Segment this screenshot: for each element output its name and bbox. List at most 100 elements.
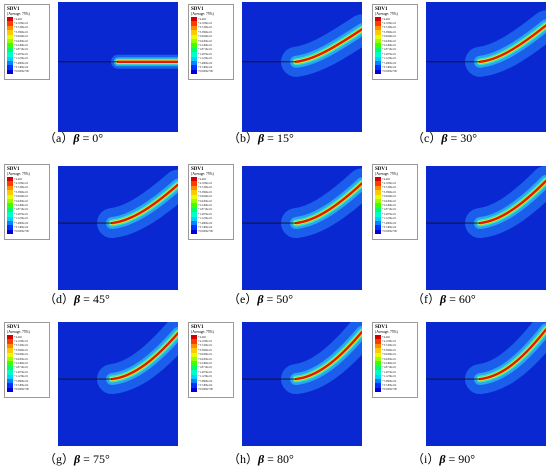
legend-entry: +4.1180e-01 <box>7 181 49 186</box>
panel-label: （g） <box>44 452 75 466</box>
legend-entry: +4.492 <box>191 17 233 22</box>
angle-value: = 30° <box>447 131 478 145</box>
legend-entry: +1.8710e-01 <box>375 207 417 213</box>
legend-value: +2.2460e-01 <box>198 204 213 208</box>
legend-entry: +1.8710e-01 <box>375 47 417 53</box>
contour-plot <box>242 166 362 290</box>
angle-value: = 15° <box>264 131 294 145</box>
legend-entry: +1.1230e-01 <box>191 374 233 379</box>
legend-value: +7.4800e-02 <box>14 221 29 225</box>
legend-title: SDV1 <box>7 167 20 172</box>
legend-value: +3.7430e-01 <box>14 186 29 190</box>
legend-entry: +1.1230e-01 <box>191 56 233 61</box>
crack-core <box>294 330 362 381</box>
legend-swatch <box>191 52 197 57</box>
legend-swatch <box>191 190 197 195</box>
legend-swatch <box>375 225 381 230</box>
legend-value: +1.8710e-01 <box>382 48 397 52</box>
legend-value: +4.1180e-01 <box>198 22 213 26</box>
angle-symbol: β <box>439 452 446 466</box>
angle-symbol: β <box>440 292 447 306</box>
legend-swatch <box>375 198 381 204</box>
legend-entry: +2.2460e-01 <box>7 361 49 366</box>
legend-entry: +3.7430e-01 <box>375 25 417 31</box>
legend-entry: +7.4800e-02 <box>191 220 233 226</box>
legend-entry: +4.1180e-01 <box>375 21 417 26</box>
legend-entry: +2.6200e-01 <box>375 356 417 362</box>
legend-entry: +4.1180e-01 <box>191 21 233 26</box>
legend-value: +2.2460e-01 <box>198 44 213 48</box>
legend-entry: +2.6200e-01 <box>191 38 233 44</box>
legend-swatch <box>375 25 381 31</box>
legend-entry: +3.7400e-02 <box>7 65 49 70</box>
legend-swatch <box>375 348 381 353</box>
legend-swatch <box>191 207 197 213</box>
legend-entry: +1.4970e-01 <box>7 52 49 57</box>
legend-swatch <box>7 220 13 226</box>
legend-entry: +3.3690e-01 <box>375 190 417 195</box>
legend-subtitle: (Average: 75%) <box>375 172 398 176</box>
legend-swatch <box>191 21 197 26</box>
legend-value: +2.6200e-01 <box>14 357 29 361</box>
legend-value: +4.492 <box>14 177 22 181</box>
legend-value: +0.0000e+00 <box>198 388 213 392</box>
legend-value: +3.7400e-02 <box>382 383 397 387</box>
legend-value: +1.8710e-01 <box>198 208 213 212</box>
legend-value: +2.9940e-01 <box>382 195 397 199</box>
legend-value: +2.2460e-01 <box>382 204 397 208</box>
contour-legend: SDV1 (Average: 75%) +4.492 +4.1180e-01 +3.74… <box>372 164 418 240</box>
legend-title: SDV1 <box>375 167 388 172</box>
legend-value: +2.9940e-01 <box>14 35 29 39</box>
legend-entry: +1.8710e-01 <box>7 207 49 213</box>
legend-swatch <box>191 361 197 366</box>
panel-label: （h） <box>228 452 259 466</box>
legend-entry: +2.6200e-01 <box>375 198 417 204</box>
legend-value: +3.7400e-02 <box>14 225 29 229</box>
legend-entry: +4.1180e-01 <box>191 181 233 186</box>
legend-entry: +2.9940e-01 <box>191 34 233 39</box>
legend-swatch <box>7 181 13 186</box>
legend-entry: +4.1180e-01 <box>7 339 49 344</box>
legend-value: +0.0000e+00 <box>198 70 213 74</box>
legend-value: +1.8710e-01 <box>14 366 29 370</box>
legend-entry: +3.7430e-01 <box>7 25 49 31</box>
legend-swatch <box>7 229 13 235</box>
legend-value: +4.492 <box>382 17 390 21</box>
panel-caption: （c）β = 30° <box>412 131 477 145</box>
legend-value: +2.9940e-01 <box>382 35 397 39</box>
legend-value: +2.9940e-01 <box>382 353 397 357</box>
legend-entry: +2.2460e-01 <box>7 43 49 48</box>
legend-swatch <box>191 352 197 357</box>
legend-entry: +7.4800e-02 <box>375 60 417 66</box>
legend-subtitle: (Average: 75%) <box>375 12 398 16</box>
legend-swatch <box>375 30 381 35</box>
legend-swatch <box>375 216 381 221</box>
legend-value: +1.8710e-01 <box>382 366 397 370</box>
legend-entry: +0.0000e+00 <box>7 69 49 75</box>
crack-core <box>294 182 362 225</box>
crack-core <box>478 328 546 381</box>
legend-entry: +1.1230e-01 <box>375 216 417 221</box>
legend-value: +4.492 <box>198 335 206 339</box>
legend-swatch <box>191 348 197 353</box>
legend-entry: +2.9940e-01 <box>375 352 417 357</box>
legend-swatch <box>7 203 13 208</box>
legend-swatch <box>375 52 381 57</box>
legend-subtitle: (Average: 75%) <box>7 12 30 16</box>
legend-title: SDV1 <box>375 325 388 330</box>
legend-swatch <box>7 34 13 39</box>
legend-value: +0.0000e+00 <box>198 230 213 234</box>
panel-label: （i） <box>412 452 440 466</box>
legend-entry: +4.492 <box>375 335 417 340</box>
legend-swatch <box>7 370 13 375</box>
legend-entry: +0.0000e+00 <box>7 387 49 393</box>
legend-swatch <box>7 361 13 366</box>
legend-value: +3.3690e-01 <box>382 30 397 34</box>
legend-value: +4.492 <box>382 177 390 181</box>
legend-value: +2.2460e-01 <box>14 362 29 366</box>
legend-value: +0.0000e+00 <box>14 70 29 74</box>
legend-entry: +3.7430e-01 <box>191 25 233 31</box>
angle-symbol: β <box>441 131 448 145</box>
legend-value: +4.1180e-01 <box>198 340 213 344</box>
contour-legend: SDV1 (Average: 75%) +4.492 +4.1180e-01 +3.74… <box>188 4 234 80</box>
